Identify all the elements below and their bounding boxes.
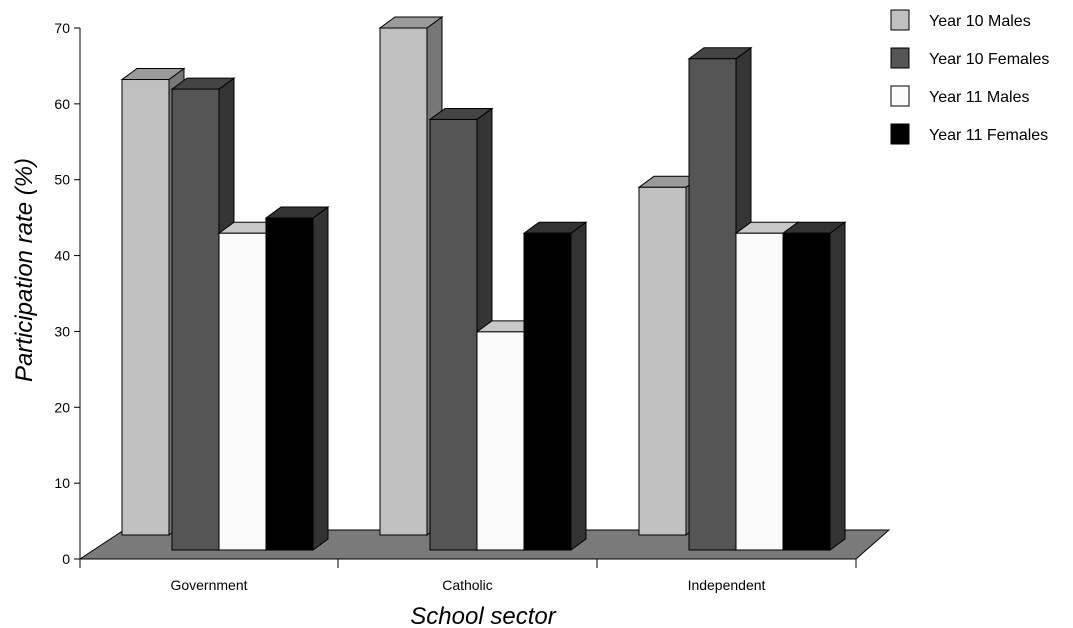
chart-bars [120, 16, 847, 551]
legend-label: Year 10 Males [929, 13, 1031, 30]
y-tick-label: 60 [54, 96, 70, 112]
bar-side [829, 221, 846, 551]
bar-front [218, 232, 267, 551]
bar-year-11-females-government [264, 206, 330, 551]
y-tick-label: 30 [54, 323, 70, 339]
bar-front [121, 79, 170, 536]
y-tick-label: 50 [54, 172, 70, 188]
bar-front [476, 331, 525, 551]
legend-item: Year 11 Females [890, 123, 1048, 145]
legend-item: Year 11 Males [890, 85, 1030, 107]
bar-front [265, 217, 314, 551]
x-tick-label: Catholic [442, 577, 493, 593]
legend-label: Year 11 Males [929, 89, 1030, 106]
legend-label: Year 10 Females [929, 51, 1049, 68]
bar-front [782, 232, 831, 551]
legend-item: Year 10 Males [890, 9, 1031, 31]
bar-year-11-females-catholic [522, 221, 588, 551]
y-axis-title: Participation rate (%) [11, 158, 38, 382]
x-axis-title: School sector [410, 603, 556, 628]
bar-front [523, 232, 572, 551]
bar-year-11-females-independent [781, 221, 847, 551]
chart-axes: 0 10 20 30 40 50 60 70 Government Catholic Indepen… [54, 20, 857, 593]
legend-swatch [890, 85, 910, 107]
bar-front [171, 88, 220, 551]
y-tick-label: 70 [54, 20, 70, 36]
legend-label: Year 11 Females [929, 127, 1048, 144]
bar-front [638, 186, 687, 536]
y-tick-label: 40 [54, 248, 70, 264]
legend-item: Year 10 Females [890, 47, 1049, 69]
legend-swatch [890, 9, 910, 31]
x-tick-label: Independent [688, 577, 766, 593]
y-tick-label: 20 [54, 399, 70, 415]
bar-year-10-females-catholic [428, 107, 494, 551]
legend-swatch [890, 123, 910, 145]
y-tick-label: 10 [54, 475, 70, 491]
bar-front [379, 27, 428, 536]
bar-front [429, 118, 478, 551]
y-tick-label: 0 [62, 551, 70, 567]
legend-swatch [890, 47, 910, 69]
chart-legend: Year 10 Males Year 10 Females Year 11 Male… [890, 9, 1049, 145]
bar-side [312, 206, 329, 551]
bar-front [735, 232, 784, 551]
bar-front [688, 58, 737, 551]
x-tick-label: Government [170, 577, 247, 593]
bar-side [570, 221, 587, 551]
